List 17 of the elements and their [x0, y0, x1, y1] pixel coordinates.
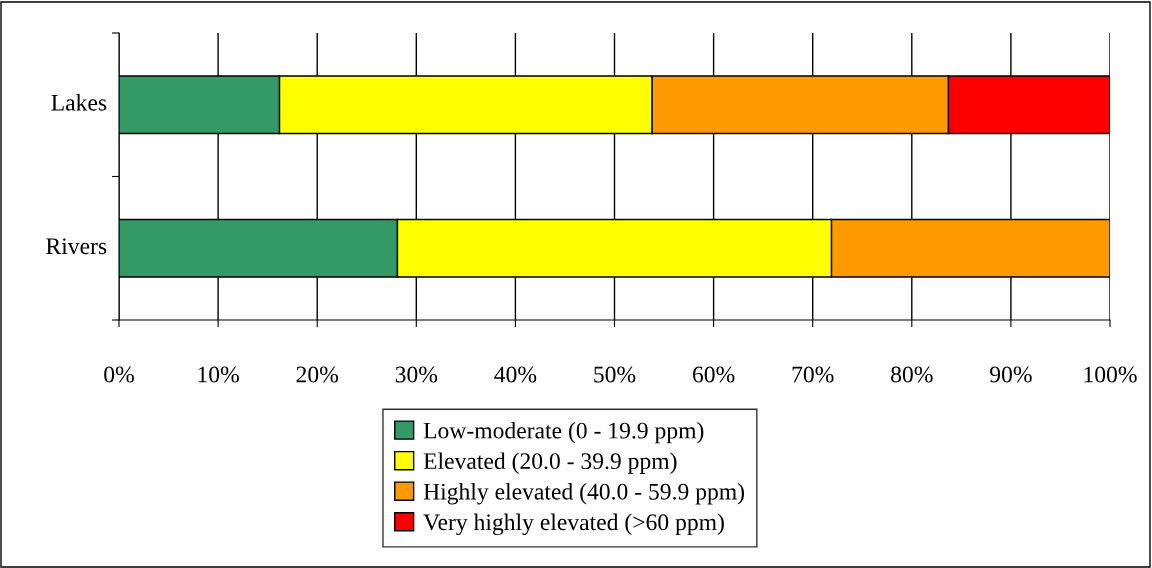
x-tick-label: 50% — [594, 366, 636, 383]
x-tick-label: 40% — [494, 366, 537, 383]
legend-label: Very highly elevated (>60 ppm) — [423, 513, 724, 536]
x-tick-label: 30% — [395, 366, 438, 383]
legend-label: Elevated (20.0 - 39.9 ppm) — [423, 452, 677, 474]
x-tick-label: 70% — [792, 366, 834, 383]
x-tick-label: 10% — [198, 366, 239, 383]
x-tick-label: 60% — [692, 366, 735, 383]
x-tick-label: 100% — [1084, 366, 1137, 383]
x-tick-label: 0% — [104, 366, 134, 383]
x-tick-label: 90% — [990, 366, 1032, 383]
y-tick-label: Lakes — [51, 94, 107, 111]
x-tick-label: 20% — [296, 366, 339, 383]
y-tick-label: Rivers — [46, 238, 107, 255]
legend-label: Low-moderate (0 - 19.9 ppm) — [423, 421, 704, 444]
legend-label: Highly elevated (40.0 - 59.9 ppm) — [423, 483, 745, 505]
x-tick-label: 80% — [891, 366, 933, 383]
